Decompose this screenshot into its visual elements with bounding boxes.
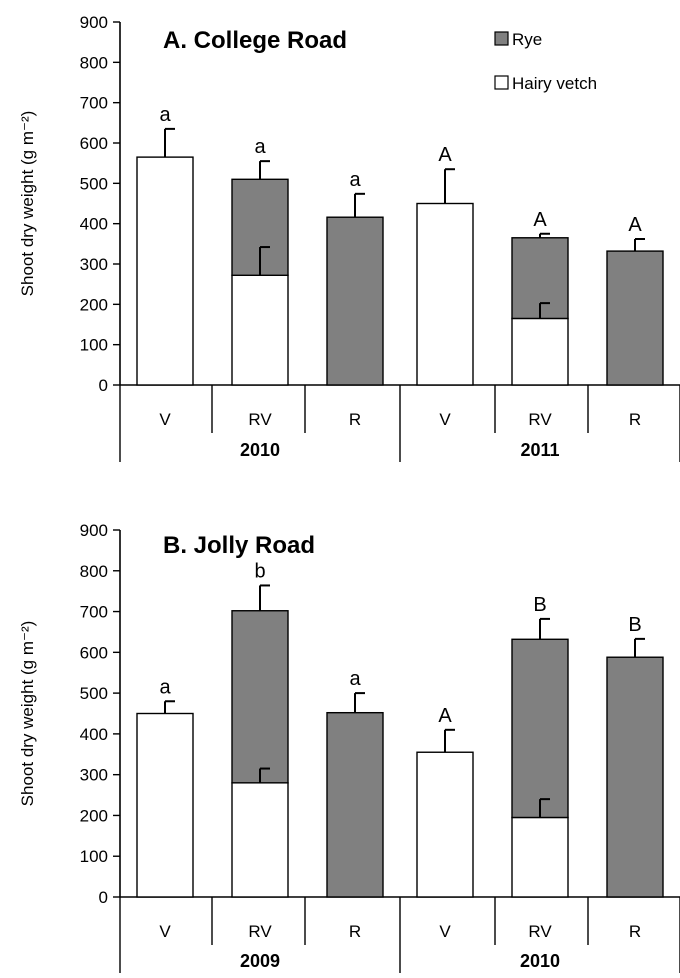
legend-swatch (494, 31, 509, 46)
bar-rye (326, 216, 384, 386)
x-category-label: RV (248, 922, 272, 941)
x-category-label: V (159, 410, 171, 429)
significance-letter: a (349, 668, 361, 690)
x-category-label: R (629, 922, 641, 941)
y-tick-label: 200 (80, 806, 108, 825)
x-category-label: RV (528, 922, 552, 941)
chart-panel-a: 0 100 200 300 400 500 600 700 800 900 Shoot dry we… (18, 13, 680, 462)
bar-hairy-vetch (231, 782, 289, 898)
significance-letter: A (438, 144, 452, 166)
x-category-label: R (349, 410, 361, 429)
x-group-label: 2010 (520, 951, 560, 971)
legend-label: Rye (512, 30, 542, 49)
significance-letter: B (533, 594, 546, 616)
chart-title: A. College Road (163, 27, 347, 54)
bar-hairy-vetch (231, 274, 289, 386)
bar-hairy-vetch (136, 156, 194, 386)
significance-letter: b (254, 560, 265, 582)
bar-hairy-vetch (511, 816, 569, 898)
bar-hairy-vetch (416, 202, 474, 386)
y-tick-label: 900 (80, 13, 108, 32)
x-category-label: V (439, 410, 451, 429)
bar-hairy-vetch (416, 751, 474, 898)
x-group-label: 2011 (520, 440, 559, 460)
x-category-label: RV (248, 410, 272, 429)
y-tick-label: 700 (80, 603, 108, 622)
y-tick-label: 800 (80, 562, 108, 581)
y-tick-label: 700 (80, 94, 108, 113)
x-group-label: 2010 (240, 440, 280, 460)
legend-label: Hairy vetch (512, 74, 597, 93)
significance-letter: A (438, 705, 452, 727)
legend: Rye Hairy vetch (494, 30, 597, 93)
significance-letter: a (349, 169, 361, 191)
y-axis-label: Shoot dry weight (g m⁻²) (18, 111, 37, 297)
y-tick-label: 500 (80, 684, 108, 703)
significance-letter: A (628, 214, 642, 236)
x-category-label: R (349, 922, 361, 941)
x-category-label: V (159, 922, 171, 941)
bar-rye (326, 711, 384, 898)
y-tick-label: 0 (99, 888, 108, 907)
chart-title: B. Jolly Road (163, 532, 315, 559)
y-tick-label: 400 (80, 215, 108, 234)
bar-hairy-vetch (136, 712, 194, 898)
y-tick-label: 300 (80, 766, 108, 785)
y-tick-label: 200 (80, 295, 108, 314)
y-tick-label: 600 (80, 134, 108, 153)
legend-swatch (494, 75, 509, 90)
significance-letter: A (533, 209, 547, 231)
bar-hairy-vetch (511, 317, 569, 386)
x-category-label: R (629, 410, 641, 429)
bar-rye (231, 610, 289, 784)
bar-rye (606, 656, 664, 898)
y-tick-label: 100 (80, 847, 108, 866)
y-tick-label: 300 (80, 255, 108, 274)
significance-letter: B (628, 614, 641, 636)
y-axis-label: Shoot dry weight (g m⁻²) (18, 621, 37, 807)
y-tick-label: 0 (99, 376, 108, 395)
y-tick-label: 600 (80, 643, 108, 662)
y-tick-label: 500 (80, 174, 108, 193)
significance-letter: a (254, 136, 266, 158)
bar-rye (606, 250, 664, 386)
significance-letter: a (159, 676, 171, 698)
x-category-label: RV (528, 410, 552, 429)
bar-rye (511, 638, 569, 819)
y-tick-label: 400 (80, 725, 108, 744)
y-tick-label: 900 (80, 521, 108, 540)
significance-letter: a (159, 104, 171, 126)
chart-panel-b: 0 100 200 300 400 500 600 700 800 900 Shoot dry we… (18, 521, 680, 973)
y-tick-label: 800 (80, 53, 108, 72)
x-category-label: V (439, 922, 451, 941)
x-group-label: 2009 (240, 951, 280, 971)
y-tick-label: 100 (80, 336, 108, 355)
